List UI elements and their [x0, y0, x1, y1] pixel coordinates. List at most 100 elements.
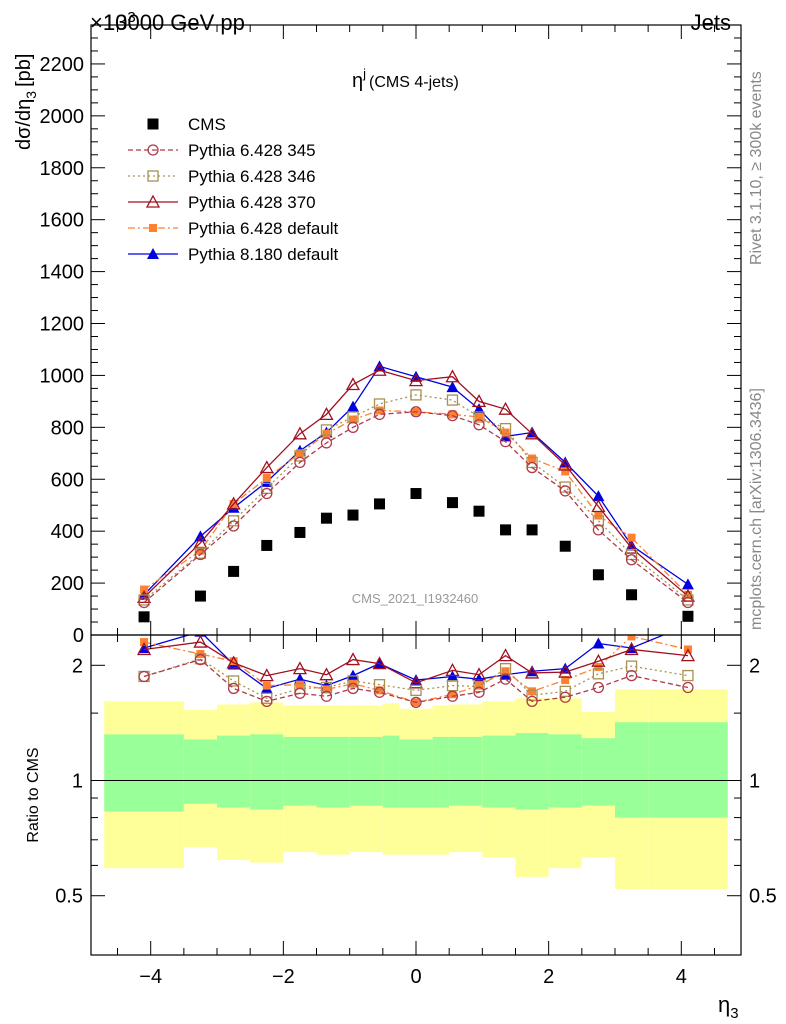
main-point-3-15 [624, 540, 639, 554]
main-point-3-7 [372, 362, 387, 376]
main-title: ηj(CMS 4-jets) [352, 66, 459, 92]
ratio-point-0-5 [320, 690, 333, 702]
main-point-0-3 [261, 539, 273, 551]
ratio-point-1-10 [473, 680, 485, 693]
main-point-1-12 [526, 461, 538, 474]
main-point-1-8 [410, 406, 422, 418]
ratio-point-0-13 [559, 691, 571, 703]
ratio-point-2-5 [319, 667, 334, 681]
ratio-point-2-15 [624, 642, 639, 656]
main-series-line-1 [143, 411, 689, 604]
ratio-point-0-0 [138, 670, 150, 683]
main-point-1-6 [347, 421, 359, 433]
main-point-2-5 [320, 424, 333, 436]
inner-band-bin [515, 733, 549, 810]
x-tick-label: 2 [543, 966, 554, 988]
main-point-3-11 [498, 401, 513, 415]
ratio-point-0-6 [347, 682, 359, 695]
main-point-4-11 [501, 428, 510, 437]
inner-band-bin [548, 734, 582, 808]
main-y-tick-label: 800 [51, 417, 84, 439]
ratio-point-0-2 [227, 682, 240, 695]
ratio-point-1-8 [410, 684, 422, 697]
inner-band-bin [482, 735, 516, 808]
ratio-point-1-16 [682, 669, 694, 682]
ratio-point-2-12 [524, 665, 540, 679]
main-point-0-7 [374, 498, 386, 510]
main-point-1-4 [294, 456, 306, 469]
ratio-point-2-0 [136, 642, 152, 656]
main-point-3-12 [524, 426, 540, 440]
main-point-0-0 [138, 611, 150, 623]
ratio-point-2-8 [408, 675, 424, 689]
ratio-y-tick-label: 2 [72, 655, 83, 677]
ratio-y-tick-label-right: 2 [749, 655, 760, 677]
ratio-point-0-10 [473, 686, 485, 698]
uncertainty-bands [91, 689, 741, 890]
ratio-point-0-3 [261, 695, 273, 708]
main-point-1-7 [373, 408, 386, 421]
ratio-point-2-10 [471, 667, 487, 681]
ratio-series-line-0 [143, 658, 689, 704]
main-point-1-16 [682, 596, 694, 609]
ratio-point-0-8 [410, 696, 422, 709]
ratio-point-3-15 [627, 635, 636, 641]
ratio-point-0-16 [682, 681, 694, 694]
ratio-point-2-9 [445, 663, 460, 677]
ratio-point-3-14 [594, 662, 603, 671]
inner-band-bin [648, 722, 728, 818]
main-y-tick-label: 200 [51, 573, 84, 595]
main-point-5-9 [446, 381, 459, 393]
main-point-1-13 [559, 485, 571, 497]
ratio-point-0-12 [526, 695, 538, 708]
main-point-4-5 [322, 429, 331, 438]
main-point-1-1 [194, 548, 207, 561]
legend-label-4: Pythia 6.428 default [188, 219, 339, 238]
ratio-point-0-7 [373, 686, 386, 698]
ratio-point-3-7 [375, 686, 384, 695]
main-point-1-2 [227, 520, 240, 532]
ratio-point-3-5 [322, 685, 331, 694]
ratio-point-2-6 [345, 652, 361, 666]
rivet-label: Rivet 3.1.10, ≥ 300k events [748, 71, 765, 265]
main-point-3-2 [226, 496, 241, 510]
exponent-label: ×103 [90, 9, 136, 35]
ratio-point-2-14 [591, 653, 606, 667]
main-point-3-13 [558, 457, 573, 471]
ratio-point-1-2 [227, 675, 240, 687]
ratio-series-line-2 [143, 641, 689, 684]
main-axes: 0 200 400 600 800 1000 1200 1400 1600 1800 2000 220… [40, 24, 742, 647]
x-axis-label: η3 [718, 992, 739, 1022]
main-point-3-9 [445, 369, 460, 383]
ratio-point-3-0 [140, 638, 149, 647]
main-y-tick-label: 1200 [40, 314, 85, 336]
main-point-2-4 [294, 450, 306, 462]
ratio-point-0-9 [446, 690, 459, 702]
legend-marker-2 [147, 170, 159, 182]
main-point-0-10 [473, 505, 485, 517]
ratio-point-1-14 [592, 668, 605, 680]
main-point-5-6 [346, 400, 359, 412]
main-point-4-9 [448, 410, 457, 419]
main-point-4-13 [561, 467, 570, 476]
ratio-point-2-7 [372, 656, 387, 670]
main-y-tick-label: 2200 [40, 54, 85, 76]
main-point-1-15 [625, 554, 638, 566]
main-point-5-16 [681, 578, 694, 590]
main-y-tick-label: 400 [51, 521, 84, 543]
ratio-point-3-2 [229, 657, 238, 666]
main-point-0-11 [500, 524, 512, 536]
inner-band-bin [614, 722, 649, 818]
ratio-point-4-14 [592, 637, 605, 649]
main-y-tick-label: 600 [51, 469, 84, 491]
ratio-point-3-4 [295, 680, 304, 689]
main-point-0-9 [446, 497, 458, 509]
inner-band-bin [382, 735, 400, 808]
main-point-4-0 [140, 585, 149, 594]
main-point-3-4 [292, 426, 308, 440]
x-tick-label: 0 [410, 966, 421, 988]
main-point-1-11 [499, 435, 512, 448]
main-point-1-0 [138, 596, 150, 609]
main-point-4-4 [295, 449, 304, 458]
main-point-4-3 [262, 473, 271, 482]
